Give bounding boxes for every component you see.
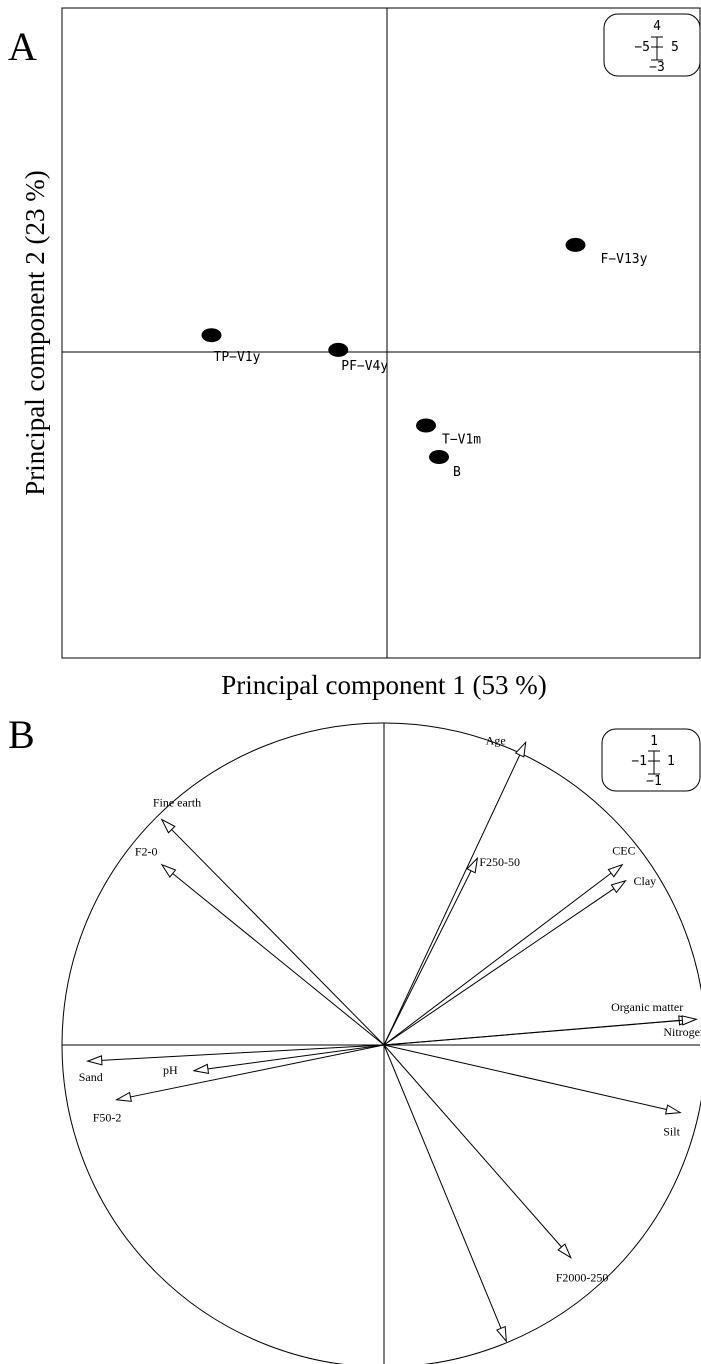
panel-a-frame [61, 7, 701, 659]
vector-label-sand: Sand [79, 1070, 103, 1084]
panel-a-points: F−V13y TP−V1y PF−V4y T−V1m B [201, 237, 648, 480]
vector-f2-0 [172, 873, 385, 1046]
vector-label-f250-50: F250-50 [479, 855, 520, 869]
point-label-b: B [453, 465, 461, 480]
vector-nitrogen [383, 1019, 683, 1046]
panel-b-vectors: Age F250-50 CEC Clay Organic matter Nitrogen S… [79, 733, 701, 1343]
arrowhead-age [514, 740, 527, 758]
vector-ph [207, 1044, 385, 1070]
y-axis-label: Principal component 2 (23 %) [20, 170, 50, 495]
vector-sand [101, 1044, 385, 1061]
point-label-f-v13y: F−V13y [601, 252, 648, 267]
point-label-t-v1m: T−V1m [442, 433, 481, 448]
vector-label-ph: pH [163, 1063, 178, 1077]
vector-label-fine-earth: Fine earth [153, 796, 201, 810]
arrowhead-gravel [496, 1325, 507, 1343]
arrowhead-f250-50 [466, 856, 479, 874]
scale-left: −1 [631, 754, 647, 769]
vector-label-silt: Silt [663, 1125, 680, 1139]
scale-left: −5 [634, 40, 650, 55]
data-point-f-v13y [565, 237, 586, 252]
panel-a-scale-box: 4 −5 5 −3 [603, 13, 701, 77]
arrowhead-f2000-250 [557, 1243, 572, 1259]
arrowhead-f2-0 [160, 863, 177, 878]
scale-bottom: −1 [646, 774, 662, 789]
panel-a-label: A [8, 24, 37, 69]
arrowhead-f50-2 [115, 1091, 132, 1102]
arrowhead-fine-earth [160, 818, 176, 834]
vector-label-f50-2: F50-2 [93, 1111, 122, 1125]
vector-f250-50 [383, 870, 472, 1046]
arrowhead-ph [192, 1063, 210, 1074]
point-label-pf-v4y: PF−V4y [341, 359, 388, 374]
vector-label-organic-matter: Organic matter [611, 1000, 683, 1014]
scale-top: 1 [650, 734, 658, 749]
vector-label-cec: CEC [612, 844, 635, 858]
vector-label-f2000-250: F2000-250 [556, 1271, 609, 1285]
vector-label-nitrogen: Nitrogen [663, 1025, 701, 1039]
scale-right: 5 [671, 40, 679, 55]
panel-b-scale-box: 1 −1 1 −1 [601, 728, 701, 792]
vector-label-f2-0: F2-0 [135, 845, 158, 859]
vector-f50-2 [130, 1044, 385, 1098]
arrowhead-cec [607, 863, 624, 878]
arrowhead-clay [610, 879, 627, 894]
data-point-tp-v1y [201, 328, 222, 343]
data-point-b [429, 450, 449, 464]
vector-cec [383, 872, 612, 1046]
scale-right: 1 [667, 754, 675, 769]
panel-b: B 1 −1 1 −1 Age F250-50 CEC Clay Organic mat… [8, 712, 701, 1364]
arrowhead-silt [664, 1104, 682, 1115]
data-point-pf-v4y [328, 342, 349, 357]
panel-b-label: B [8, 712, 35, 757]
vector-clay [383, 888, 615, 1046]
x-axis-label: Principal component 1 (53 %) [221, 670, 546, 700]
vector-fine-earth [171, 829, 385, 1046]
arrowhead-nitrogen [681, 1015, 698, 1026]
vector-f2000-250 [383, 1044, 562, 1248]
arrowhead-sand [86, 1055, 103, 1066]
vector-label-clay: Clay [634, 874, 657, 888]
vector-label-age: Age [486, 733, 506, 747]
vector-gravel [383, 1044, 502, 1329]
scale-top: 4 [653, 19, 661, 34]
data-point-t-v1m [416, 418, 436, 433]
vector-age [383, 754, 521, 1046]
scale-bottom: −3 [649, 60, 665, 75]
point-label-tp-v1y: TP−V1y [214, 350, 261, 365]
panel-a: A 4 −5 5 −3 F−V13y TP−V1y PF−V4y T−V1m B Pri… [8, 7, 701, 700]
vector-silt [383, 1044, 667, 1110]
